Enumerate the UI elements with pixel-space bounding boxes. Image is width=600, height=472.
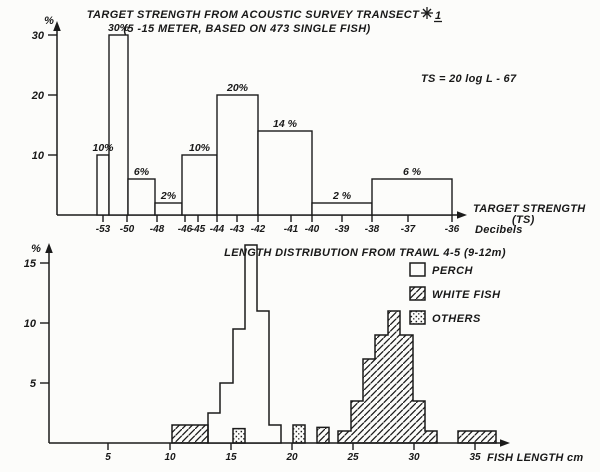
- x-tick-label: -41: [284, 224, 299, 235]
- ts-bar: [96, 154, 110, 216]
- x-tick-label: 20: [285, 452, 298, 463]
- ts-title: TARGET STRENGTH FROM ACOUSTIC SURVEY TRA…: [87, 9, 420, 21]
- y-tick-label: 10: [32, 150, 45, 162]
- ts-transect-number: 1: [435, 10, 441, 22]
- x-tick-label: -44: [210, 224, 225, 235]
- y-axis-arrowhead: [45, 243, 53, 253]
- y-axis-arrowhead: [53, 21, 61, 31]
- x-tick-label: 15: [225, 452, 237, 463]
- ts-bar: [108, 34, 129, 216]
- ts-bar: [154, 202, 183, 216]
- whitefish-histogram: [457, 430, 497, 444]
- x-tick-label: -39: [335, 224, 350, 235]
- y-tick-label: 5: [30, 378, 37, 390]
- reference-mark-icon: [421, 7, 442, 23]
- y-tick-label: 10: [24, 318, 37, 330]
- ts-xaxis-caption: TARGET STRENGTH: [473, 203, 586, 215]
- ts-ylabel: %: [44, 15, 54, 27]
- whitefish-histogram: [316, 426, 330, 444]
- ts-bar-value-label: 10%: [189, 142, 211, 154]
- x-tick-label: -48: [150, 224, 165, 235]
- x-tick-label: -38: [365, 224, 380, 235]
- x-tick-label: -50: [120, 224, 135, 235]
- ts-subtitle: (5 -15 METER, BASED ON 473 SINGLE FISH): [123, 23, 370, 35]
- others-histogram: [292, 424, 306, 444]
- ts-bar: [127, 178, 156, 216]
- target-strength-histogram-text: 10 20 30 -53 -50 -48 -46-45 -44 -43 -42 -41 -40 -39 -…: [31, 9, 586, 236]
- ts-xaxis-caption-2: (TS): [512, 214, 535, 226]
- x-tick-label: -42: [251, 224, 266, 235]
- ts-bar: [257, 130, 313, 216]
- x-axis-arrowhead: [457, 211, 467, 219]
- ts-bar: [311, 202, 373, 216]
- legend-swatch-open: [409, 262, 426, 277]
- length-distribution-histogram-text: 5 10 15 5 10 15 20 25 30 35 LENGTH DISTRIBUTION FR…: [24, 243, 584, 464]
- ts-bar-value-label: 10%: [92, 142, 114, 154]
- x-tick-label: 35: [469, 452, 481, 463]
- y-tick-label: 30: [32, 30, 45, 42]
- legend: PERCH WHITE FISH OTHERS: [409, 262, 501, 325]
- x-tick-label: 30: [408, 452, 420, 463]
- x-tick-label: -53: [96, 224, 111, 235]
- x-tick-label: -40: [305, 224, 320, 235]
- ts-equation: TS = 20 log L - 67: [421, 73, 517, 85]
- whitefish-histogram: [337, 310, 438, 444]
- len-ylabel: %: [31, 243, 41, 255]
- legend-label: WHITE FISH: [432, 289, 501, 301]
- ts-bar: [181, 154, 218, 216]
- x-tick-label: -46: [178, 224, 193, 235]
- ts-xaxis-caption-3: Decibels: [475, 224, 523, 236]
- ts-bar-value-label: 6 %: [403, 166, 422, 178]
- ts-bar-value-label: 30%: [108, 22, 130, 34]
- len-xaxis-caption: FISH LENGTH cm: [487, 452, 584, 464]
- target-strength-histogram: [48, 21, 467, 222]
- y-tick-label: 20: [31, 90, 45, 102]
- ts-bar: [216, 94, 259, 216]
- x-tick-label: 25: [346, 452, 359, 463]
- legend-swatch-hatch: [409, 286, 426, 301]
- x-tick-label: 5: [105, 452, 111, 463]
- x-tick-label: 10: [164, 452, 176, 463]
- others-histogram: [232, 427, 246, 444]
- legend-label: OTHERS: [432, 313, 481, 325]
- x-tick-label: -43: [230, 224, 245, 235]
- perch-histogram: [207, 244, 282, 444]
- ts-bar-value-label: 20%: [226, 82, 249, 94]
- ts-bar: [371, 178, 453, 216]
- ts-bar-value-label: 2%: [160, 190, 177, 202]
- ts-bar-value-label: 14 %: [273, 118, 298, 130]
- legend-swatch-stipple: [409, 310, 426, 325]
- length-distribution-histogram: [40, 243, 510, 450]
- x-tick-label: -37: [401, 224, 416, 235]
- y-tick-label: 15: [24, 258, 37, 270]
- ts-bar-value-label: 2 %: [332, 190, 352, 202]
- ts-bar-value-label: 6%: [134, 166, 150, 178]
- len-title: LENGTH DISTRIBUTION FROM TRAWL 4-5 (9-12…: [224, 247, 506, 259]
- x-tick-label: -45: [191, 224, 206, 235]
- x-tick-label: -36: [445, 224, 460, 235]
- whitefish-histogram: [171, 424, 209, 444]
- legend-label: PERCH: [432, 265, 474, 277]
- x-axis-arrowhead: [500, 439, 510, 447]
